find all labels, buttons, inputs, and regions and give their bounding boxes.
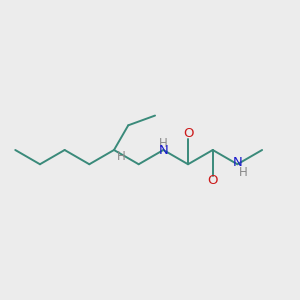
Text: N: N — [232, 156, 242, 169]
Text: O: O — [208, 174, 218, 188]
Text: O: O — [183, 127, 193, 140]
Text: N: N — [158, 144, 168, 157]
Text: H: H — [159, 137, 168, 150]
Text: H: H — [238, 166, 247, 179]
Text: H: H — [117, 150, 126, 163]
